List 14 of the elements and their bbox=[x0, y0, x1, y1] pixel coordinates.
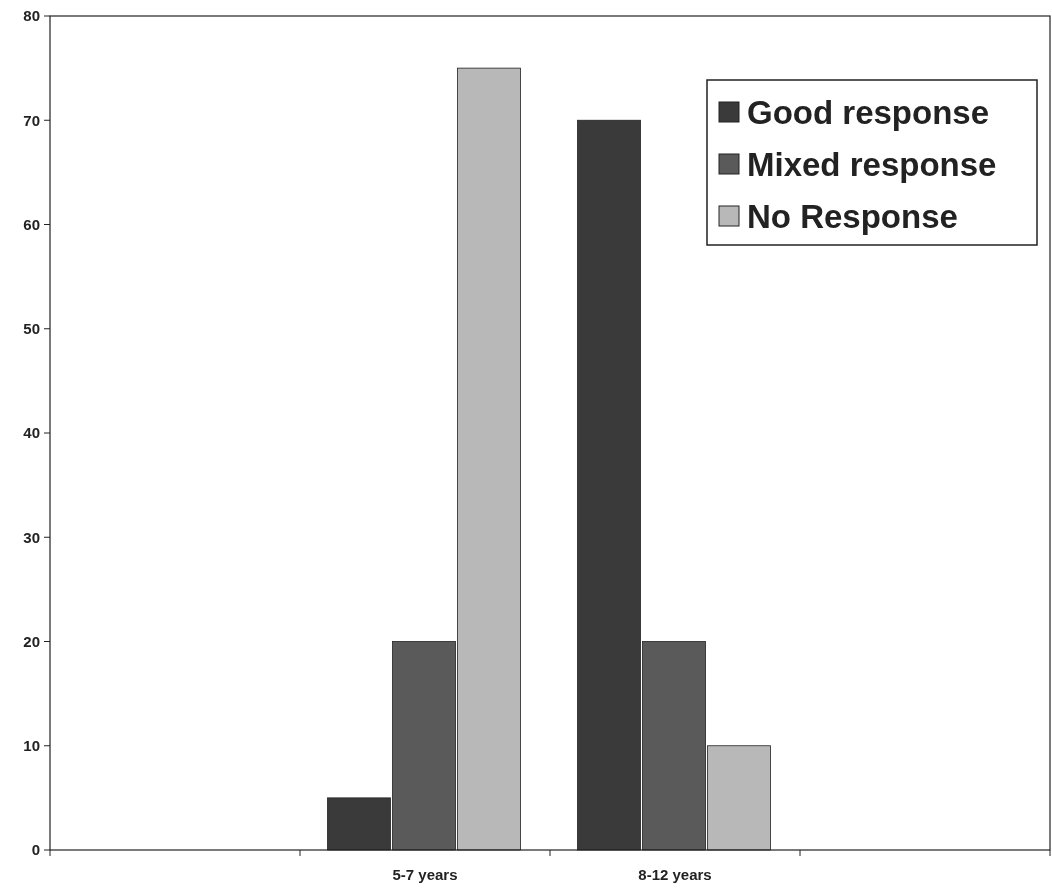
x-tick-label: 5-7 years bbox=[392, 866, 458, 883]
y-tick-label: 0 bbox=[31, 841, 40, 859]
legend-label: No Response bbox=[747, 197, 958, 235]
y-tick-label: 70 bbox=[23, 111, 40, 129]
y-tick-label: 20 bbox=[23, 632, 40, 650]
legend-label: Mixed response bbox=[747, 145, 997, 183]
y-tick-label: 80 bbox=[23, 7, 40, 25]
x-tick-label: 8-12 years bbox=[638, 866, 712, 883]
y-tick-label: 60 bbox=[23, 215, 40, 233]
y-tick-label: 30 bbox=[23, 528, 40, 546]
y-tick-label: 40 bbox=[23, 424, 40, 442]
y-tick-label: 10 bbox=[23, 737, 40, 754]
y-tick-label: 50 bbox=[23, 320, 40, 337]
legend-label: Good response bbox=[747, 93, 990, 131]
